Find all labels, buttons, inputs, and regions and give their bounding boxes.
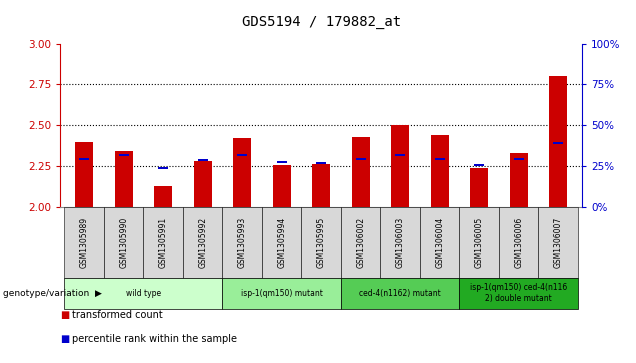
Text: transformed count: transformed count (72, 310, 163, 321)
Text: GSM1306006: GSM1306006 (515, 217, 523, 268)
Text: GSM1305995: GSM1305995 (317, 217, 326, 268)
Bar (316, 162, 326, 164)
Bar (459, 278, 578, 309)
Text: ■: ■ (60, 334, 70, 344)
Text: GDS5194 / 179882_at: GDS5194 / 179882_at (242, 15, 401, 29)
Bar (550, 76, 567, 207)
Text: GSM1305989: GSM1305989 (80, 217, 88, 268)
Bar (459, 207, 499, 278)
Text: GSM1306002: GSM1306002 (356, 217, 365, 268)
Bar (64, 207, 104, 278)
Bar (223, 207, 262, 278)
Bar (474, 164, 484, 166)
Text: GSM1306004: GSM1306004 (435, 217, 444, 268)
Bar (510, 153, 528, 207)
Bar (237, 155, 247, 156)
Bar (114, 151, 132, 207)
Bar (158, 167, 168, 169)
Text: percentile rank within the sample: percentile rank within the sample (72, 334, 237, 344)
Bar (75, 142, 93, 207)
Bar (273, 165, 291, 207)
Bar (194, 161, 212, 207)
Bar (431, 135, 448, 207)
Bar (380, 207, 420, 278)
Text: GSM1306005: GSM1306005 (474, 217, 484, 268)
Text: GSM1305994: GSM1305994 (277, 217, 286, 268)
Text: GSM1305990: GSM1305990 (119, 217, 128, 268)
Text: GSM1305991: GSM1305991 (158, 217, 168, 268)
Bar (499, 207, 539, 278)
Bar (539, 207, 578, 278)
Text: ced-4(n1162) mutant: ced-4(n1162) mutant (359, 289, 441, 298)
Bar (341, 207, 380, 278)
Bar (420, 207, 459, 278)
Bar (341, 278, 459, 309)
Bar (514, 158, 523, 160)
Bar (435, 158, 445, 160)
Bar (183, 207, 223, 278)
Bar (155, 185, 172, 207)
Text: isp-1(qm150) mutant: isp-1(qm150) mutant (241, 289, 322, 298)
Bar (301, 207, 341, 278)
Bar (471, 168, 488, 207)
Bar (396, 154, 405, 156)
Text: GSM1305992: GSM1305992 (198, 217, 207, 268)
Bar (356, 158, 366, 160)
Bar (553, 142, 563, 144)
Bar (352, 136, 370, 207)
Text: genotype/variation  ▶: genotype/variation ▶ (3, 289, 102, 298)
Bar (312, 164, 330, 207)
Bar (233, 138, 251, 207)
Bar (64, 278, 223, 309)
Bar (119, 155, 128, 156)
Bar (143, 207, 183, 278)
Bar (104, 207, 143, 278)
Text: GSM1306003: GSM1306003 (396, 217, 404, 268)
Bar (262, 207, 301, 278)
Bar (223, 278, 341, 309)
Bar (391, 125, 409, 207)
Text: ■: ■ (60, 310, 70, 321)
Bar (277, 161, 287, 163)
Bar (80, 158, 89, 160)
Text: wild type: wild type (126, 289, 161, 298)
Bar (198, 159, 207, 160)
Text: GSM1305993: GSM1305993 (238, 217, 247, 268)
Text: isp-1(qm150) ced-4(n116
2) double mutant: isp-1(qm150) ced-4(n116 2) double mutant (470, 284, 567, 303)
Text: GSM1306007: GSM1306007 (554, 217, 563, 268)
